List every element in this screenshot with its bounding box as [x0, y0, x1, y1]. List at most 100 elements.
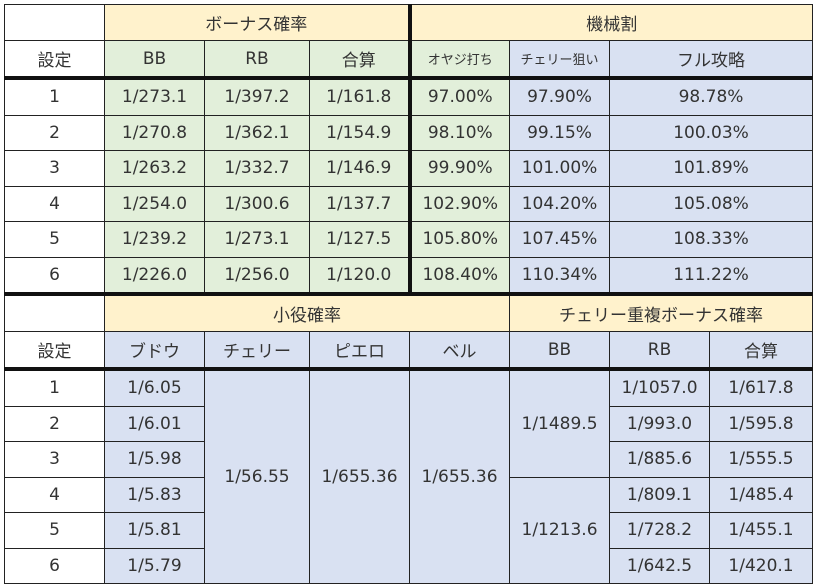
- cell-cherry-aim: 110.34%: [509, 256, 611, 296]
- cell-grape: 1/5.79: [104, 547, 205, 584]
- cell-rb: 1/256.0: [204, 256, 310, 296]
- corner-cell: [4, 4, 105, 41]
- cell-full-attack: 100.03%: [609, 114, 814, 151]
- cell-setting: 4: [4, 476, 105, 513]
- cell-setting: 3: [4, 150, 105, 187]
- cell-cherry-aim: 107.45%: [509, 221, 611, 258]
- col-oyaji: オヤジ打ち: [407, 40, 511, 80]
- col-total: 合算: [308, 40, 411, 80]
- cell-full-attack: 105.08%: [609, 185, 814, 222]
- cell-rb: 1/728.2: [609, 512, 711, 549]
- cell-setting: 6: [4, 256, 105, 296]
- cell-cherry-aim: 99.15%: [509, 114, 611, 151]
- col-total: 合算: [709, 331, 814, 371]
- cell-setting: 1: [4, 368, 105, 407]
- cell-rb: 1/273.1: [204, 221, 310, 258]
- cell-rb: 1/642.5: [609, 547, 711, 584]
- cell-setting: 4: [4, 185, 105, 222]
- col-bb: BB: [104, 40, 205, 80]
- col-rb: RB: [609, 331, 711, 371]
- table-row: 5 1/239.2 1/273.1 1/127.5 105.80% 107.45% 108.…: [4, 221, 814, 258]
- col-full-attack: フル攻略: [609, 40, 814, 80]
- cell-rb: 1/397.2: [204, 77, 310, 116]
- cell-setting: 1: [4, 77, 105, 116]
- cell-bb: 1/1213.6: [509, 476, 611, 584]
- table-row: 3 1/263.2 1/332.7 1/146.9 99.90% 101.00% 101.8…: [4, 150, 814, 187]
- cell-oyaji: 102.90%: [407, 185, 511, 222]
- cell-setting: 6: [4, 547, 105, 584]
- cell-full-attack: 111.22%: [609, 256, 814, 296]
- cell-grape: 1/5.83: [104, 476, 205, 513]
- cell-cherry-aim: 104.20%: [509, 185, 611, 222]
- cell-rb: 1/809.1: [609, 476, 711, 513]
- cell-setting: 2: [4, 114, 105, 151]
- corner-cell: [4, 293, 105, 332]
- cell-total: 1/617.8: [709, 368, 814, 407]
- col-piero: ピエロ: [308, 331, 411, 371]
- col-setting: 設定: [4, 40, 105, 80]
- cell-bb: 1/270.8: [104, 114, 205, 151]
- group-small-role-probability: 小役確率: [103, 293, 511, 332]
- group-bonus-probability: ボーナス確率: [103, 4, 411, 41]
- cell-total: 1/120.0: [308, 256, 411, 296]
- cell-cherry-aim: 97.90%: [509, 77, 611, 116]
- cell-oyaji: 99.90%: [407, 150, 511, 187]
- cell-bb: 1/263.2: [104, 150, 205, 187]
- cell-grape: 1/6.01: [104, 405, 205, 442]
- table-row: 1 1/273.1 1/397.2 1/161.8 97.00% 97.90% 98.78%: [4, 77, 814, 116]
- table-row: 2 1/270.8 1/362.1 1/154.9 98.10% 99.15% 100.03…: [4, 114, 814, 151]
- probability-table: ボーナス確率 機械割 設定 BB RB 合算 オヤジ打ち チェリー狙い フル攻略…: [4, 4, 814, 584]
- cell-rb: 1/993.0: [609, 405, 711, 442]
- cell-total: 1/127.5: [308, 221, 411, 258]
- cell-total: 1/455.1: [709, 512, 814, 549]
- col-cherry-aim: チェリー狙い: [509, 40, 611, 80]
- cell-oyaji: 97.00%: [407, 77, 511, 116]
- cell-full-attack: 108.33%: [609, 221, 814, 258]
- col-bell: ベル: [409, 331, 511, 371]
- cell-bb: 1/239.2: [104, 221, 205, 258]
- table-row: 6 1/226.0 1/256.0 1/120.0 108.40% 110.34% 111.…: [4, 256, 814, 296]
- cell-total: 1/420.1: [709, 547, 814, 584]
- cell-cherry-aim: 101.00%: [509, 150, 611, 187]
- cell-total: 1/595.8: [709, 405, 814, 442]
- cell-total: 1/154.9: [308, 114, 411, 151]
- cell-piero: 1/655.36: [308, 368, 411, 584]
- cell-bb: 1/273.1: [104, 77, 205, 116]
- cell-full-attack: 98.78%: [609, 77, 814, 116]
- cell-total: 1/485.4: [709, 476, 814, 513]
- cell-rb: 1/362.1: [204, 114, 310, 151]
- cell-grape: 1/6.05: [104, 368, 205, 407]
- cell-total: 1/146.9: [308, 150, 411, 187]
- cell-grape: 1/5.98: [104, 441, 205, 478]
- cell-oyaji: 108.40%: [407, 256, 511, 296]
- cell-bb: 1/226.0: [104, 256, 205, 296]
- cell-oyaji: 105.80%: [407, 221, 511, 258]
- cell-bell: 1/655.36: [409, 368, 511, 584]
- cell-total: 1/555.5: [709, 441, 814, 478]
- cell-full-attack: 101.89%: [609, 150, 814, 187]
- col-cherry: チェリー: [204, 331, 310, 371]
- col-rb: RB: [204, 40, 310, 80]
- cell-cherry: 1/56.55: [204, 368, 310, 584]
- cell-rb: 1/300.6: [204, 185, 310, 222]
- col-grape: ブドウ: [104, 331, 205, 371]
- table-row: 4 1/254.0 1/300.6 1/137.7 102.90% 104.20% 105.…: [4, 185, 814, 222]
- col-bb: BB: [509, 331, 611, 371]
- cell-setting: 3: [4, 441, 105, 478]
- group-payout: 機械割: [407, 4, 814, 41]
- cell-rb: 1/885.6: [609, 441, 711, 478]
- table-row: 3 1/5.98 1/885.6 1/555.5: [4, 441, 814, 478]
- group-cherry-bonus-probability: チェリー重複ボーナス確率: [509, 293, 814, 332]
- cell-rb: 1/332.7: [204, 150, 310, 187]
- cell-setting: 5: [4, 221, 105, 258]
- cell-bb: 1/1489.5: [509, 368, 611, 478]
- cell-bb: 1/254.0: [104, 185, 205, 222]
- col-setting: 設定: [4, 331, 105, 371]
- table-row: 1 1/6.05 1/56.55 1/655.36 1/655.36 1/1489.5 1/…: [4, 368, 814, 584]
- table-row: 4 1/5.83 1/1213.6 1/809.1 1/485.4: [4, 476, 814, 584]
- cell-oyaji: 98.10%: [407, 114, 511, 151]
- cell-setting: 5: [4, 512, 105, 549]
- cell-setting: 2: [4, 405, 105, 442]
- cell-rb: 1/1057.0: [609, 368, 711, 407]
- cell-total: 1/161.8: [308, 77, 411, 116]
